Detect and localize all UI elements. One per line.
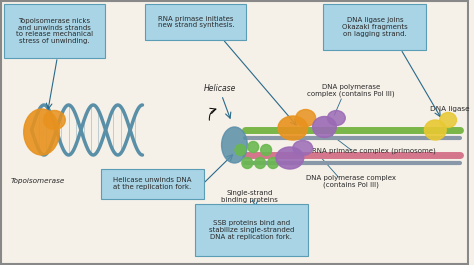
Circle shape — [235, 144, 246, 156]
Text: Topoisomerase nicks
and unwinds strands
to release mechanical
stress of unwindin: Topoisomerase nicks and unwinds strands … — [16, 17, 93, 45]
Text: DNA polymerase complex
(contains Pol III): DNA polymerase complex (contains Pol III… — [306, 175, 396, 188]
Text: DNA ligase: DNA ligase — [430, 106, 470, 112]
Ellipse shape — [44, 111, 65, 130]
Ellipse shape — [424, 120, 446, 140]
FancyBboxPatch shape — [195, 204, 308, 256]
Text: RNA primase complex (primosome): RNA primase complex (primosome) — [312, 148, 436, 154]
FancyBboxPatch shape — [146, 4, 246, 40]
Text: DNA polymerase
complex (contains Pol III): DNA polymerase complex (contains Pol III… — [307, 83, 395, 97]
Text: Single-strand
binding proteins
(SSB proteins): Single-strand binding proteins (SSB prot… — [221, 190, 278, 210]
Ellipse shape — [278, 116, 308, 140]
Text: Helicase unwinds DNA
at the replication fork.: Helicase unwinds DNA at the replication … — [113, 178, 191, 191]
FancyBboxPatch shape — [1, 1, 468, 264]
Ellipse shape — [293, 140, 313, 156]
Circle shape — [248, 142, 259, 152]
FancyBboxPatch shape — [101, 169, 204, 199]
Ellipse shape — [276, 147, 304, 169]
Text: DNA ligase joins
Okazaki fragments
on lagging strand.: DNA ligase joins Okazaki fragments on la… — [342, 17, 408, 37]
FancyBboxPatch shape — [4, 4, 105, 58]
Circle shape — [261, 144, 272, 156]
Text: Topoisomerase: Topoisomerase — [10, 178, 65, 184]
Text: SSB proteins bind and
stabilize single-stranded
DNA at replication fork.: SSB proteins bind and stabilize single-s… — [209, 220, 294, 240]
Ellipse shape — [313, 117, 337, 138]
Circle shape — [255, 157, 265, 169]
Circle shape — [268, 157, 279, 169]
Ellipse shape — [440, 113, 456, 127]
Ellipse shape — [222, 127, 247, 163]
Ellipse shape — [24, 109, 59, 155]
Text: RNA primase initiates
new strand synthesis.: RNA primase initiates new strand synthes… — [157, 15, 234, 29]
FancyBboxPatch shape — [323, 4, 427, 50]
Ellipse shape — [296, 109, 316, 126]
Ellipse shape — [328, 111, 345, 126]
Circle shape — [242, 157, 253, 169]
Text: Helicase: Helicase — [203, 84, 236, 93]
